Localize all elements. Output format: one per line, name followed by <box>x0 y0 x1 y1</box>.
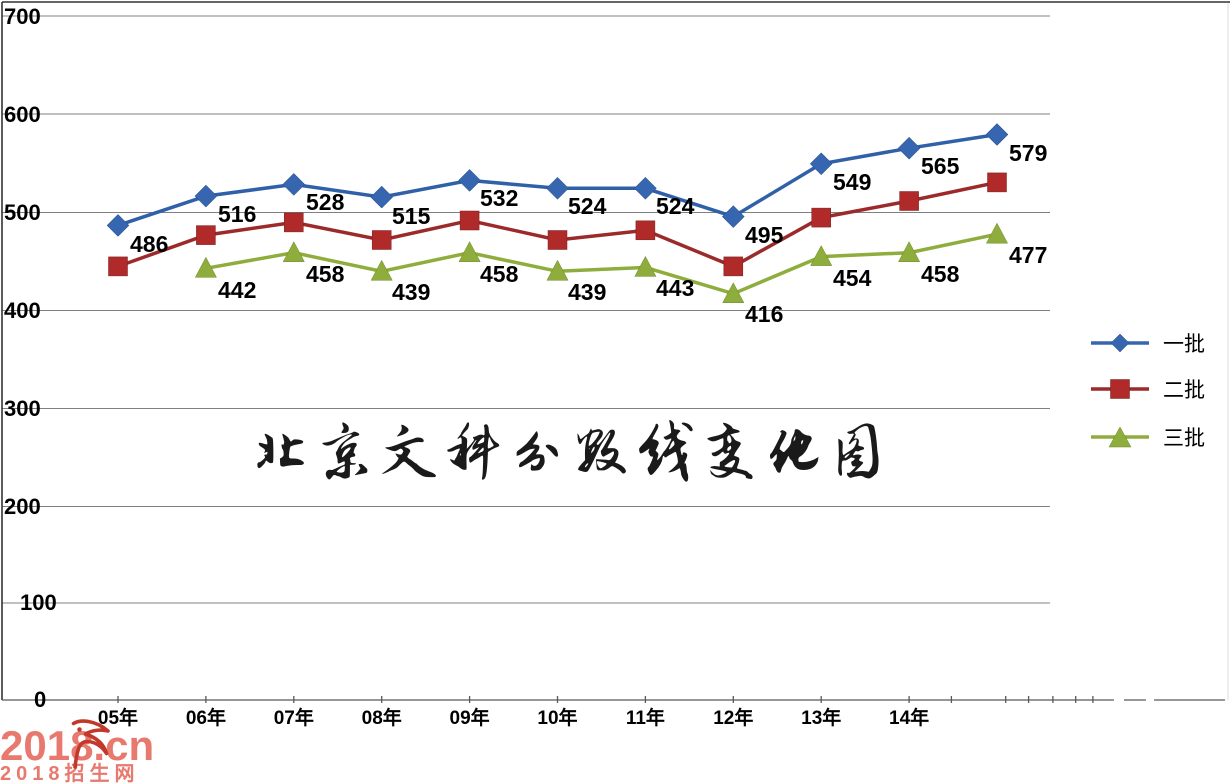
svg-text:524: 524 <box>568 193 607 219</box>
svg-text:12年: 12年 <box>713 706 753 729</box>
svg-text:532: 532 <box>480 185 518 211</box>
svg-text:08年: 08年 <box>362 706 402 729</box>
svg-text:200: 200 <box>4 494 41 519</box>
svg-text:600: 600 <box>4 102 41 127</box>
svg-text:300: 300 <box>4 396 41 421</box>
svg-text:416: 416 <box>745 301 783 327</box>
svg-text:07年: 07年 <box>274 706 314 729</box>
svg-text:549: 549 <box>833 169 871 195</box>
svg-text:458: 458 <box>306 261 345 287</box>
svg-text:100: 100 <box>20 590 57 615</box>
svg-text:11年: 11年 <box>626 706 665 729</box>
svg-text:477: 477 <box>1009 242 1047 268</box>
svg-text:515: 515 <box>392 203 431 229</box>
svg-text:495: 495 <box>745 222 784 248</box>
svg-text:10年: 10年 <box>537 706 577 729</box>
svg-text:442: 442 <box>218 277 256 303</box>
svg-text:500: 500 <box>4 200 41 225</box>
svg-text:486: 486 <box>130 231 168 257</box>
svg-text:三批: 三批 <box>1163 427 1205 450</box>
svg-text:458: 458 <box>921 261 960 287</box>
svg-text:516: 516 <box>218 201 256 227</box>
svg-text:14年: 14年 <box>889 706 929 729</box>
svg-text:439: 439 <box>568 279 606 305</box>
svg-text:700: 700 <box>4 4 41 29</box>
svg-text:579: 579 <box>1009 140 1047 166</box>
svg-text:443: 443 <box>656 275 694 301</box>
svg-text:524: 524 <box>656 193 695 219</box>
svg-text:一批: 一批 <box>1163 333 1205 356</box>
svg-text:06年: 06年 <box>186 706 226 729</box>
svg-text:北京文科分数线变化图: 北京文科分数线变化图 <box>250 419 892 487</box>
svg-text:13年: 13年 <box>801 706 841 729</box>
svg-text:09年: 09年 <box>450 706 490 729</box>
svg-text:2018招生网: 2018招生网 <box>0 762 140 784</box>
svg-text:0: 0 <box>34 687 46 712</box>
svg-text:565: 565 <box>921 153 960 179</box>
svg-text:二批: 二批 <box>1163 379 1205 402</box>
svg-text:528: 528 <box>306 189 345 215</box>
svg-text:454: 454 <box>833 265 872 291</box>
svg-text:439: 439 <box>392 279 430 305</box>
svg-text:458: 458 <box>480 261 519 287</box>
svg-text:400: 400 <box>4 298 41 323</box>
